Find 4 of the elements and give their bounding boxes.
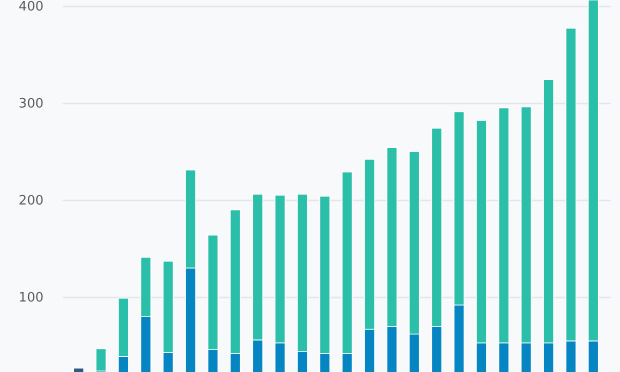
y-tick-label: 100: [18, 290, 44, 306]
y-tick-label: 200: [18, 194, 44, 209]
y-tick-label: 300: [18, 96, 44, 112]
y-tick-label: 400: [18, 0, 44, 14]
